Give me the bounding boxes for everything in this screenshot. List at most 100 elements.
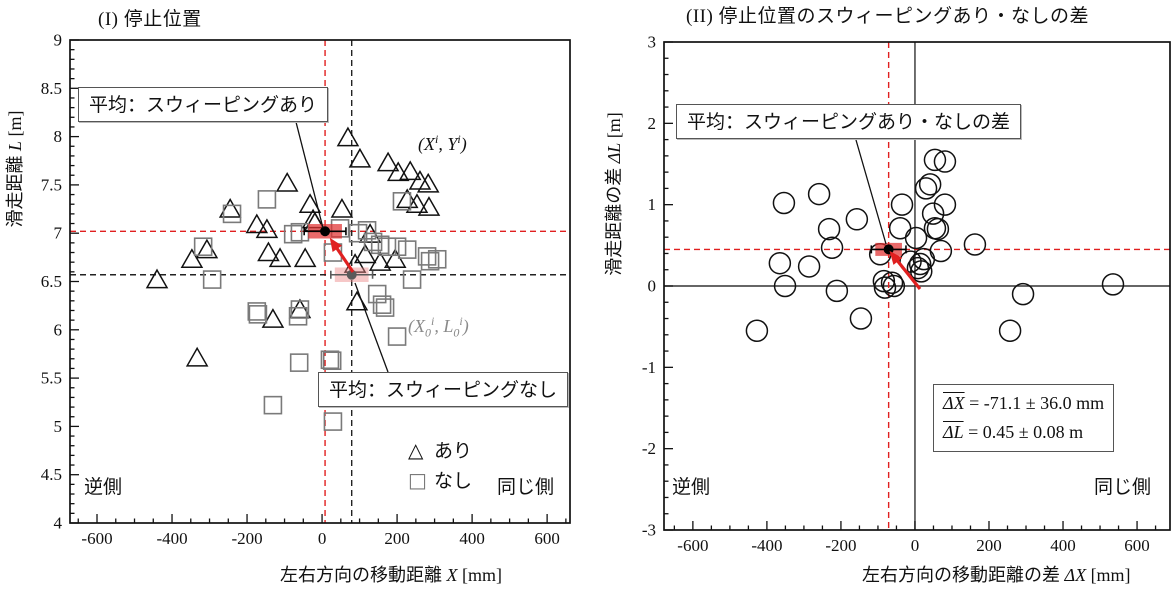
scatter-point-square [417,247,437,266]
scatter-point-triangle [298,193,322,213]
scatter-point-square [289,353,309,372]
y-tick-label: 3 [648,33,657,52]
scatter-point-circle [929,239,953,263]
scatter-point-circle [825,279,849,303]
pl1-end: ) [460,134,467,154]
pl1-sup: i [435,132,439,146]
scatter-point-circle [906,256,930,280]
scatter-point-square [392,192,412,211]
point-label-without-sweeping: (X0i, L0i) [408,314,469,341]
scatter-point-triangle [408,170,432,190]
scatter-point-square [247,302,267,321]
left-x-axis-label: 左右方向の移動距離 X [mm] [280,561,502,587]
left-y-axis-label-text: 滑走距離 [5,151,25,228]
scatter-point-triangle [185,346,209,367]
pl2: (X [408,316,425,336]
left-x-axis-label-text: 左右方向の移動距離 [280,565,447,585]
scatter-point-circle [797,255,821,278]
x-tick-label: -600 [677,536,708,555]
scatter-point-circle [890,193,914,216]
x-tick-label: -200 [231,529,262,548]
scatter-point-circle [963,233,987,256]
scatter-point-triangle [218,198,242,218]
left-y-axis-label-var: L [5,141,25,152]
scatter-point-square [288,306,308,326]
pl1: (X [418,134,435,154]
scatter-point-triangle [330,198,354,218]
scatter-point-square [193,237,213,257]
y-tick-label: 9 [54,31,63,50]
left-series-triangle [145,126,441,367]
scatter-point-triangle [416,172,440,193]
scatter-point-circle [873,276,897,299]
scatter-point-triangle [268,247,292,268]
left-x-axis-label-unit: [mm] [457,565,502,585]
right-plot-corner-same: 同じ側 [1094,477,1152,498]
scatter-point-square [372,295,392,314]
scatter-point-triangle [261,308,285,328]
y-tick-label: 0 [648,277,657,296]
x-tick-label: -400 [156,529,187,548]
scatter-point-triangle [417,196,441,216]
right-y-axis-label-unit: [m] [604,112,624,143]
right-axes-ticks: -600 -400 -200 0 200 400 600 -3 -2 -1 0 1 2 3 [642,33,1157,555]
scatter-point-triangle [180,248,204,269]
right-plot: -600 -400 -200 0 200 400 600 -3 -2 -1 0 1 2 3 [642,33,1171,555]
scatter-point-square [427,249,447,269]
annotation-mean-difference: 平均：スウィーピングあり・なしの差 [676,104,1022,139]
scatter-point-triangle [386,161,410,182]
scatter-point-triangle [245,213,269,234]
x-tick-label: 600 [534,529,560,548]
x-tick-label: 200 [976,536,1002,555]
left-plot-corner-same: 同じ側 [497,477,555,498]
scatter-point-triangle [145,268,169,289]
stats-dx-value: = -71.1 ± 36.0 mm [964,393,1105,413]
y-tick-label: 4.5 [41,465,62,484]
scatter-point-square [263,395,283,415]
scatter-point-triangle [395,188,419,209]
y-tick-label: 6.5 [41,272,62,291]
scatter-point-square [420,251,440,271]
left-series-square [193,190,447,431]
x-tick-label: 400 [1050,536,1076,555]
left-y-axis-label-unit: [m] [5,110,25,141]
scatter-point-square [257,190,277,209]
legend-label-without: なし [434,471,473,492]
x-tick-label: 400 [459,529,485,548]
scatter-point-triangle [368,251,392,271]
scatter-point-square [290,300,310,319]
y-tick-label: 2 [648,114,657,133]
scatter-point-circle [849,307,873,330]
pl1-sup2: i [457,132,461,146]
right-series-circle [745,148,1125,342]
scatter-point-square [222,204,242,224]
scatter-point-circle [998,319,1022,342]
y-tick-label: 6 [54,320,63,339]
annotation-mean-without-sweeping: 平均：スウィーピングなし [318,372,569,407]
right-x-axis-label-text: 左右方向の移動距離の差 [862,565,1065,585]
pl1-mid: , Y [438,134,458,154]
stats-dl-var: ΔL [943,422,964,442]
scatter-point-square [363,232,383,252]
scatter-point-circle [918,173,942,196]
stats-box: ΔX = -71.1 ± 36.0 mm ΔL = 0.45 ± 0.08 m [933,384,1115,452]
left-plot: -600 -400 -200 0 200 400 600 4 4.5 5 5.5 6 6.5 7 7.5 8 8… [41,31,571,548]
stats-dx-var: ΔX [943,393,965,413]
right-x-axis-label-var: ΔX [1064,565,1087,585]
annotation-leader-line [354,282,389,373]
scatter-point-square [357,221,377,240]
x-tick-label: -400 [751,536,782,555]
scatter-point-triangle [293,247,317,268]
scatter-point-triangle [376,151,400,172]
stats-dl-value: = 0.45 ± 0.08 m [963,422,1084,442]
scatter-point-circle [768,251,792,275]
pl2-sup2: i [459,314,463,328]
scatter-point-triangle [255,218,279,239]
left-x-axis-label-var: X [446,565,458,585]
scatter-point-circle [933,150,957,173]
x-tick-label: 200 [384,529,410,548]
scatter-point-circle [845,208,869,231]
scatter-point-circle [914,177,938,200]
